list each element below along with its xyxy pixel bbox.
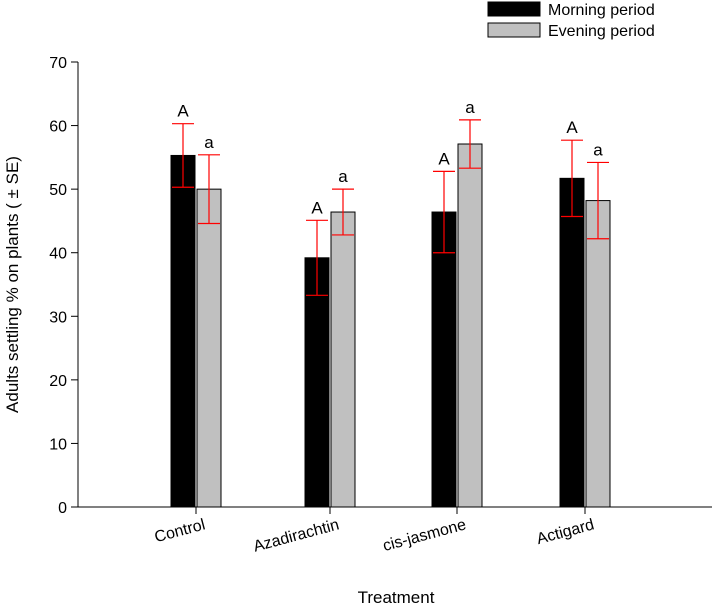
x-axis-title: Treatment <box>358 588 435 607</box>
legend: Morning period Evening period <box>487 1 655 40</box>
bar-morning-1 <box>170 154 196 508</box>
legend-swatch-evening <box>487 22 541 38</box>
bar-evening-1 <box>196 188 222 508</box>
x-tick-label: Control <box>153 516 207 546</box>
significance-label: A <box>566 118 578 137</box>
y-tick-label: 40 <box>49 246 67 263</box>
significance-label: a <box>204 133 214 152</box>
bar-morning-4 <box>559 177 585 508</box>
significance-label: A <box>438 149 450 168</box>
significance-label: a <box>465 98 475 117</box>
legend-label-morning: Morning period <box>548 2 655 19</box>
legend-swatch-morning <box>487 1 541 17</box>
bars-group <box>170 143 611 508</box>
significance-label: a <box>593 140 603 159</box>
bar-evening-4 <box>585 200 611 508</box>
y-axis-title: Adults settling % on plants ( ± SE) <box>3 156 22 413</box>
y-tick-label: 10 <box>49 436 67 453</box>
y-tick-label: 60 <box>49 119 67 136</box>
significance-label: A <box>311 198 323 217</box>
y-tick-label: 70 <box>49 55 67 72</box>
y-tick-label: 0 <box>58 500 67 517</box>
y-tick-label: 50 <box>49 182 67 199</box>
legend-label-evening: Evening period <box>548 23 655 40</box>
bar-evening-2 <box>330 211 356 508</box>
x-tick-label: cis-jasmone <box>381 516 468 555</box>
x-axis: Control Azadirachtin cis-jasmone Actigard <box>78 506 712 556</box>
x-tick-label: Actigard <box>535 516 596 548</box>
error-bars-group <box>172 119 609 296</box>
significance-label: a <box>338 167 348 186</box>
y-axis: 0 10 20 30 40 50 60 70 <box>49 55 79 517</box>
significance-labels-group: A A A Aa a a a <box>177 98 603 217</box>
bar-morning-3 <box>431 211 457 508</box>
significance-label: A <box>177 102 189 121</box>
y-tick-label: 20 <box>49 373 67 390</box>
x-tick-label: Azadirachtin <box>252 516 341 555</box>
bar-morning-2 <box>304 257 330 508</box>
bar-evening-3 <box>457 143 483 508</box>
y-tick-label: 30 <box>49 309 67 326</box>
